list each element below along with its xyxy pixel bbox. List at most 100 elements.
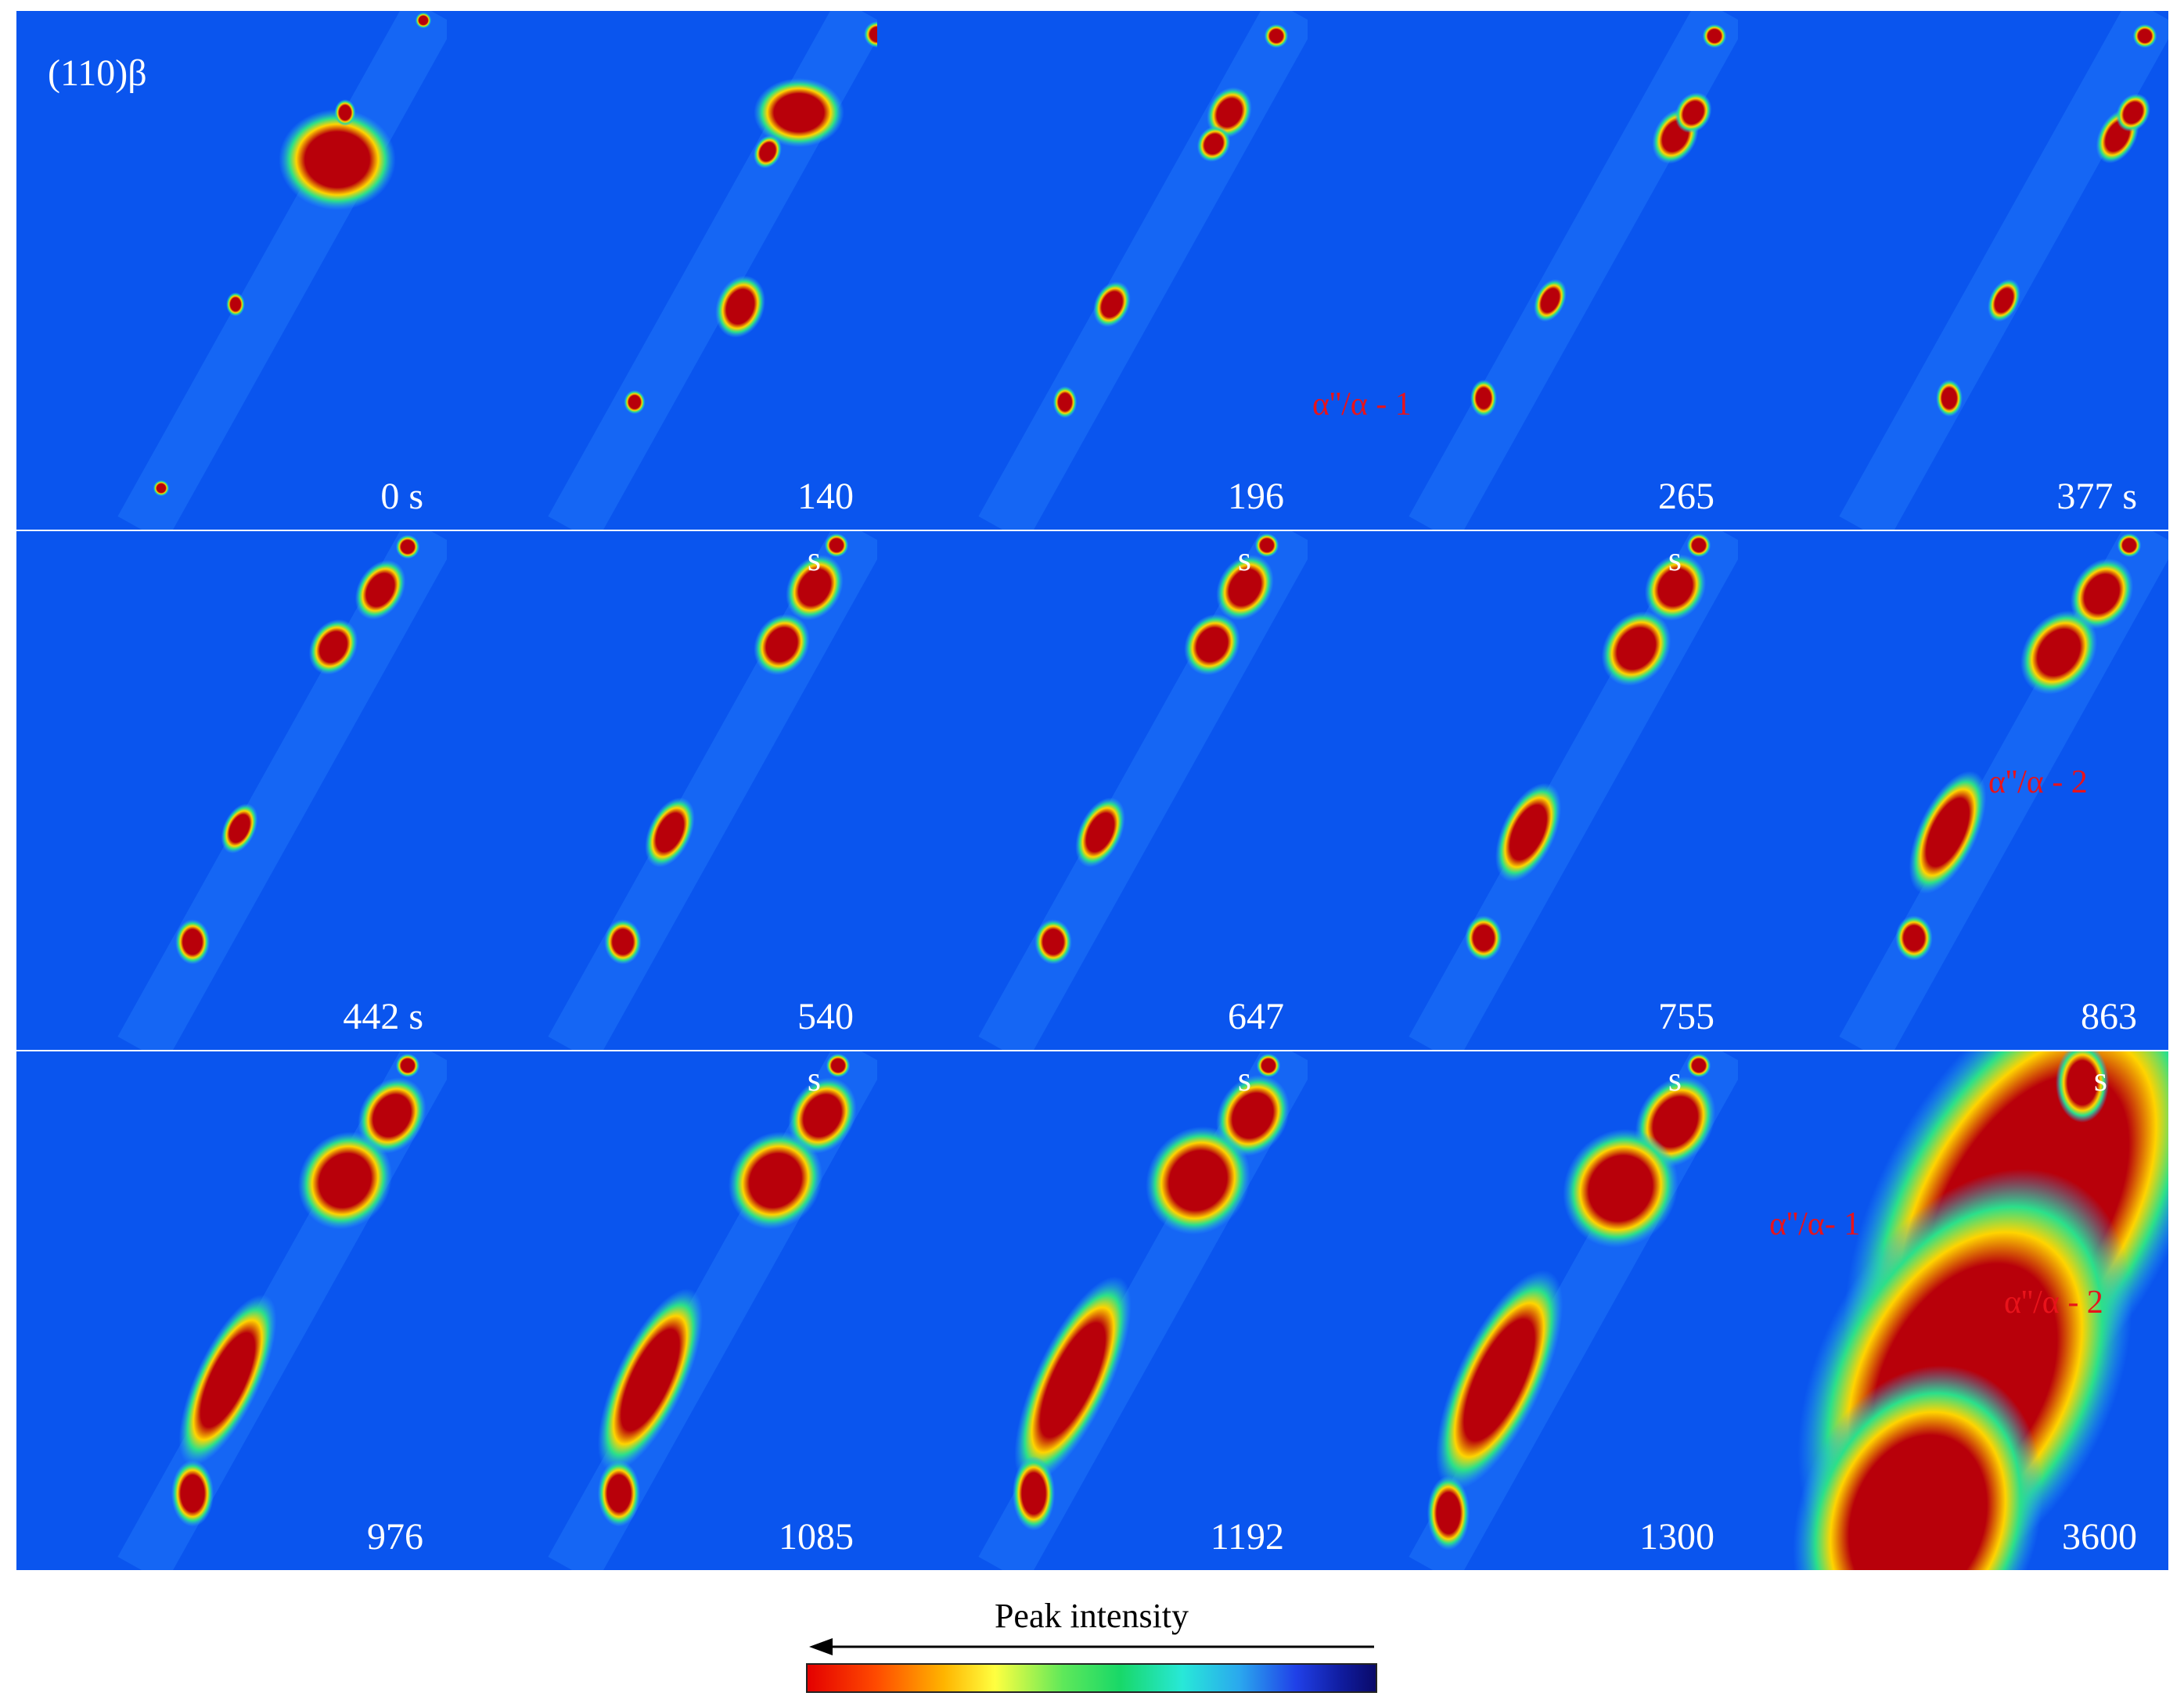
diffraction-spot [1427,1475,1470,1551]
diffraction-spot [2132,23,2157,49]
diffraction-panel: 540 s [447,531,877,1050]
time-label: 976 [367,1516,423,1558]
unit-s-label: s [1668,540,1682,578]
diffraction-image [16,531,447,1050]
unit-s-label: s [1668,1060,1682,1098]
diffraction-spot [604,919,642,965]
diffraction-spot [1644,554,1707,621]
time-label: 442 s [343,996,423,1037]
diffraction-spot [826,1053,851,1078]
diffraction-spot [2020,610,2098,695]
diffraction-spot [1146,1126,1250,1235]
diffraction-image [1738,1051,2168,1570]
diffraction-spot [864,21,877,48]
time-label: 863 [2081,996,2137,1037]
diffraction-panel: 1192 s [877,1051,1308,1570]
diffraction-spot [2116,93,2150,132]
diffraction-panel: 1085 s [447,1051,877,1570]
diffraction-spot [415,12,432,29]
unit-s-label: s [1237,540,1251,578]
diffraction-spot [1895,915,1933,961]
diffraction-panel: 265 α''/α - 1 [1308,11,1738,530]
diffraction-spot [1675,92,1712,134]
diffraction-spot [171,1460,214,1527]
colorbar: Peak intensity [806,1596,1377,1698]
diffraction-spot [1465,915,1502,961]
diffraction-spot [1793,1365,2043,1570]
diffraction-spot [728,1131,823,1230]
diffraction-spot [754,77,844,148]
diffraction-image [16,11,447,530]
diffraction-spot [2117,533,2142,558]
time-label: 1085 [779,1516,854,1558]
diffraction-spot [1012,1456,1056,1531]
diffraction-image [447,11,877,530]
diffraction-spot [1470,379,1497,417]
phase-annotation: α''/α - 2 [1988,764,2088,800]
diffraction-spot [715,275,765,338]
diffraction-spot [153,480,170,497]
diffraction-spot [1216,555,1274,620]
diffraction-panel: 140 [447,11,877,530]
diffraction-panel: 377 s [1738,11,2168,530]
diffraction-spot [1052,386,1078,419]
time-label: 377 s [2056,476,2137,517]
time-label: 1192 [1210,1516,1284,1558]
unit-s-label: s [2093,1060,2107,1098]
diffraction-spot [1216,1074,1290,1157]
diffraction-spot [226,292,245,317]
diffraction-spot [645,797,695,868]
diffraction-image [877,11,1308,530]
time-label: 755 [1658,996,1714,1037]
diffraction-spot [2056,1051,2109,1123]
diffraction-spot [1256,1053,1281,1078]
diffraction-spot [175,919,210,965]
diffraction-spot [753,135,783,169]
diffraction-panel: 755 s [1308,531,1738,1050]
diffraction-image [1308,11,1738,530]
diffraction-spot [297,1131,393,1230]
diffraction-panel: 196 [877,11,1308,530]
time-label: 647 [1228,996,1284,1037]
time-label: 265 [1658,476,1714,517]
unit-s-label: s [1237,1060,1251,1098]
diffraction-spot [1034,919,1072,965]
diffraction-spot [221,803,258,854]
time-label: 3600 [2062,1516,2137,1558]
diffraction-spot [1264,23,1289,49]
diffraction-spot [1093,281,1131,328]
diffraction-spot [395,534,420,559]
diffraction-spot [1184,613,1240,676]
diffraction-spot [1254,533,1279,558]
unit-s-label: s [807,540,821,578]
plane-label: (110)β [48,52,147,94]
diffraction-image [1308,1051,1738,1570]
diffraction-spot [395,1053,420,1078]
diffraction-spot [597,1288,703,1472]
time-label: 540 [797,996,854,1037]
diffraction-spot [1936,379,1963,417]
diffraction-spot [1534,279,1567,322]
diffraction-spot [1196,126,1231,162]
diffraction-panel: 0 s (110)β [16,11,447,530]
diffraction-spot [1207,87,1252,138]
diffraction-image [447,1051,877,1570]
diffraction-panel: 647 s [877,531,1308,1050]
diffraction-image [447,531,877,1050]
diffraction-spot [597,1460,641,1527]
diffraction-image [877,1051,1308,1570]
diffraction-image [1738,531,2168,1050]
diffraction-spot [1702,23,1727,49]
diffraction-image [16,1051,447,1570]
left-arrow-icon [809,1638,1374,1655]
diffraction-spot [2070,558,2134,630]
diffraction-panel: 863 α''/α - 2 [1738,531,2168,1050]
colorbar-gradient [806,1663,1377,1693]
diffraction-spot [1601,611,1671,686]
colorbar-title: Peak intensity [994,1597,1189,1635]
diffraction-spot [1686,533,1711,558]
phase-annotation: α''/α- 1 [1769,1206,1861,1242]
diffraction-spot [308,619,358,675]
diffraction-panel: 3600 s α''/α- 1 α''/α - 2 [1738,1051,2168,1570]
phase-annotation: α''/α - 2 [2004,1285,2103,1321]
